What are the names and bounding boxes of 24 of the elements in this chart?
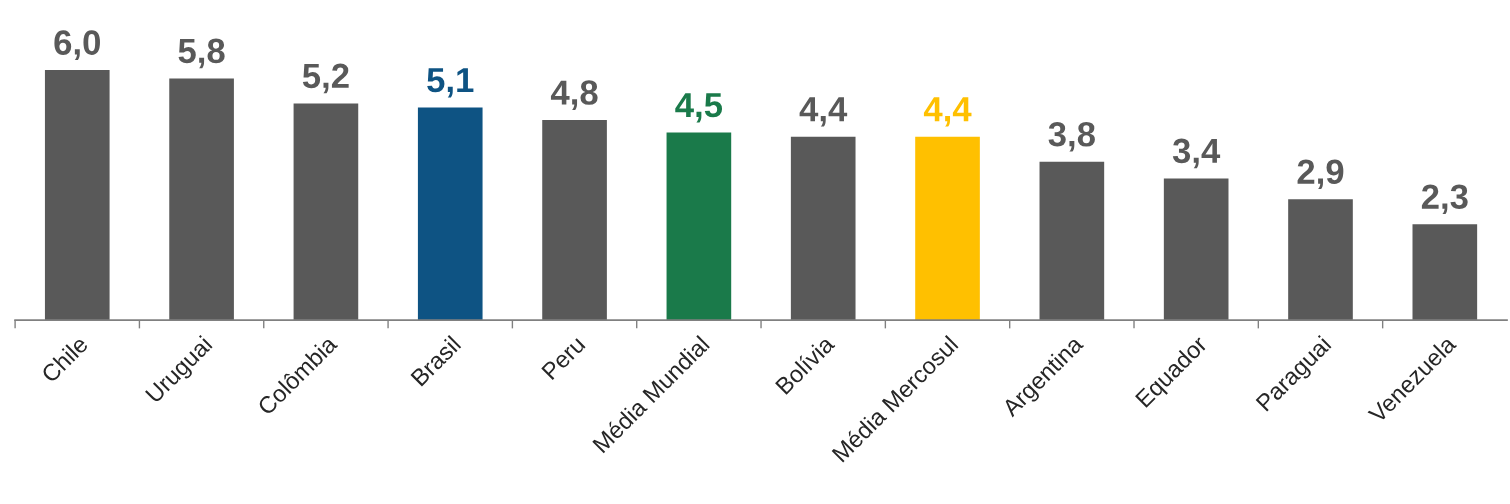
data-label: 2,9 (1297, 159, 1344, 190)
bar (293, 103, 359, 321)
bar (417, 107, 483, 321)
data-label: 4,5 (675, 93, 723, 123)
bar (915, 136, 980, 321)
data-label: 4,4 (799, 97, 848, 127)
data-label: 4,8 (550, 80, 598, 110)
data-label: 5,2 (302, 63, 349, 94)
data-label: 6,0 (54, 30, 100, 60)
bar (1039, 161, 1105, 321)
data-label: 3,4 (1172, 138, 1221, 169)
data-label: 5,8 (178, 38, 225, 69)
bar (666, 132, 732, 321)
bar (44, 70, 110, 321)
bar (790, 136, 856, 321)
bar (1288, 199, 1353, 321)
data-label: 2,3 (1421, 184, 1468, 215)
data-label: 3,8 (1048, 121, 1095, 152)
data-label: 5,1 (427, 68, 474, 98)
data-label: 4,4 (923, 97, 972, 127)
bar (1163, 178, 1229, 321)
bar (169, 78, 234, 321)
bar (542, 120, 607, 321)
bar (1412, 224, 1478, 321)
